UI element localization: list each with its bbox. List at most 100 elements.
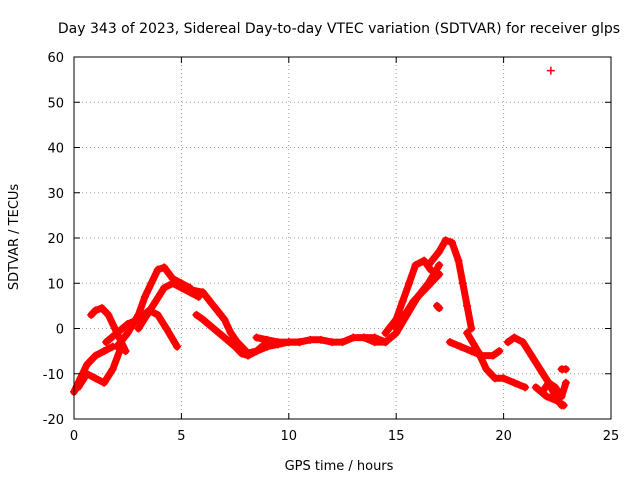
data-point — [473, 347, 482, 356]
data-point — [91, 374, 100, 383]
data-point — [538, 387, 547, 396]
data-point — [123, 329, 132, 338]
data-point — [209, 301, 218, 310]
data-point — [482, 365, 491, 374]
data-point — [198, 315, 207, 324]
data-point — [338, 338, 347, 347]
data-point — [441, 236, 450, 245]
data-point — [284, 338, 293, 347]
data-point — [121, 347, 130, 356]
data-point — [544, 378, 553, 387]
data-point — [147, 279, 156, 288]
data-point — [151, 297, 160, 306]
data-point — [510, 378, 519, 387]
data-point — [100, 378, 109, 387]
series-trace-arc-b — [74, 343, 125, 391]
data-point — [91, 351, 100, 360]
data-point — [349, 333, 358, 342]
data-point — [561, 378, 570, 387]
data-point — [87, 310, 96, 319]
data-point — [400, 310, 409, 319]
data-point — [510, 333, 519, 342]
data-point — [306, 335, 315, 344]
data-point — [426, 279, 435, 288]
data-point — [542, 392, 551, 401]
data-point — [143, 310, 152, 319]
data-point — [317, 335, 326, 344]
grid — [74, 57, 611, 419]
data-point — [463, 329, 472, 338]
x-tick-label: 25 — [603, 429, 620, 444]
data-point — [557, 392, 566, 401]
data-point — [162, 324, 171, 333]
data-point — [405, 279, 414, 288]
data-point — [445, 338, 454, 347]
data-point — [495, 347, 504, 356]
data-point — [327, 338, 336, 347]
data-point — [359, 333, 368, 342]
data-point — [231, 342, 240, 351]
data-point — [102, 338, 111, 347]
data-point — [456, 342, 465, 351]
data-point — [424, 261, 433, 270]
data-point — [74, 383, 83, 392]
series-trace-arc-m — [392, 270, 443, 332]
data-point — [392, 324, 401, 333]
data-point — [252, 347, 261, 356]
data-points — [70, 66, 570, 410]
axis-ticks: 0 5 10 15 20 25 -20 -10 0 10 20 30 40 50 60 — [43, 51, 620, 444]
data-point — [551, 383, 560, 392]
data-point — [435, 270, 444, 279]
data-point — [263, 335, 272, 344]
y-tick-label: 30 — [47, 187, 64, 202]
data-point — [177, 283, 186, 292]
data-point — [108, 365, 117, 374]
x-axis-label: GPS time / hours — [285, 459, 394, 474]
data-point — [173, 342, 182, 351]
y-tick-label: 10 — [47, 277, 64, 292]
data-point — [226, 329, 235, 338]
data-point — [409, 297, 418, 306]
y-tick-label: 50 — [47, 96, 64, 111]
data-point — [160, 283, 169, 292]
series-trace-arc-r — [504, 334, 566, 409]
data-point — [561, 365, 570, 374]
data-point — [527, 351, 536, 360]
y-tick-label: 20 — [47, 232, 64, 247]
data-point — [198, 288, 207, 297]
x-tick-label: 20 — [495, 429, 512, 444]
data-point — [82, 360, 91, 369]
chart-title: Day 343 of 2023, Sidereal Day-to-day VTE… — [58, 21, 620, 37]
data-point — [458, 279, 467, 288]
data-point — [220, 333, 229, 342]
data-point — [263, 342, 272, 351]
data-point — [168, 279, 177, 288]
data-point — [209, 324, 218, 333]
data-point — [192, 310, 201, 319]
data-point — [521, 383, 530, 392]
data-point — [274, 338, 283, 347]
x-tick-label: 10 — [281, 429, 298, 444]
data-point — [97, 304, 106, 313]
data-point — [463, 301, 472, 310]
data-point — [411, 261, 420, 270]
data-point — [381, 338, 390, 347]
data-point — [381, 329, 390, 338]
data-point — [488, 351, 497, 360]
data-point — [398, 297, 407, 306]
data-point — [134, 310, 143, 319]
x-tick-label: 0 — [70, 429, 78, 444]
y-tick-label: -20 — [43, 413, 64, 428]
data-point — [91, 306, 100, 315]
data-point — [160, 263, 169, 272]
data-point — [241, 349, 250, 358]
data-point — [553, 396, 562, 405]
data-point — [112, 342, 121, 351]
data-point — [435, 261, 444, 270]
data-point — [467, 324, 476, 333]
data-point — [112, 329, 121, 338]
data-point — [140, 292, 149, 301]
data-point — [153, 310, 162, 319]
